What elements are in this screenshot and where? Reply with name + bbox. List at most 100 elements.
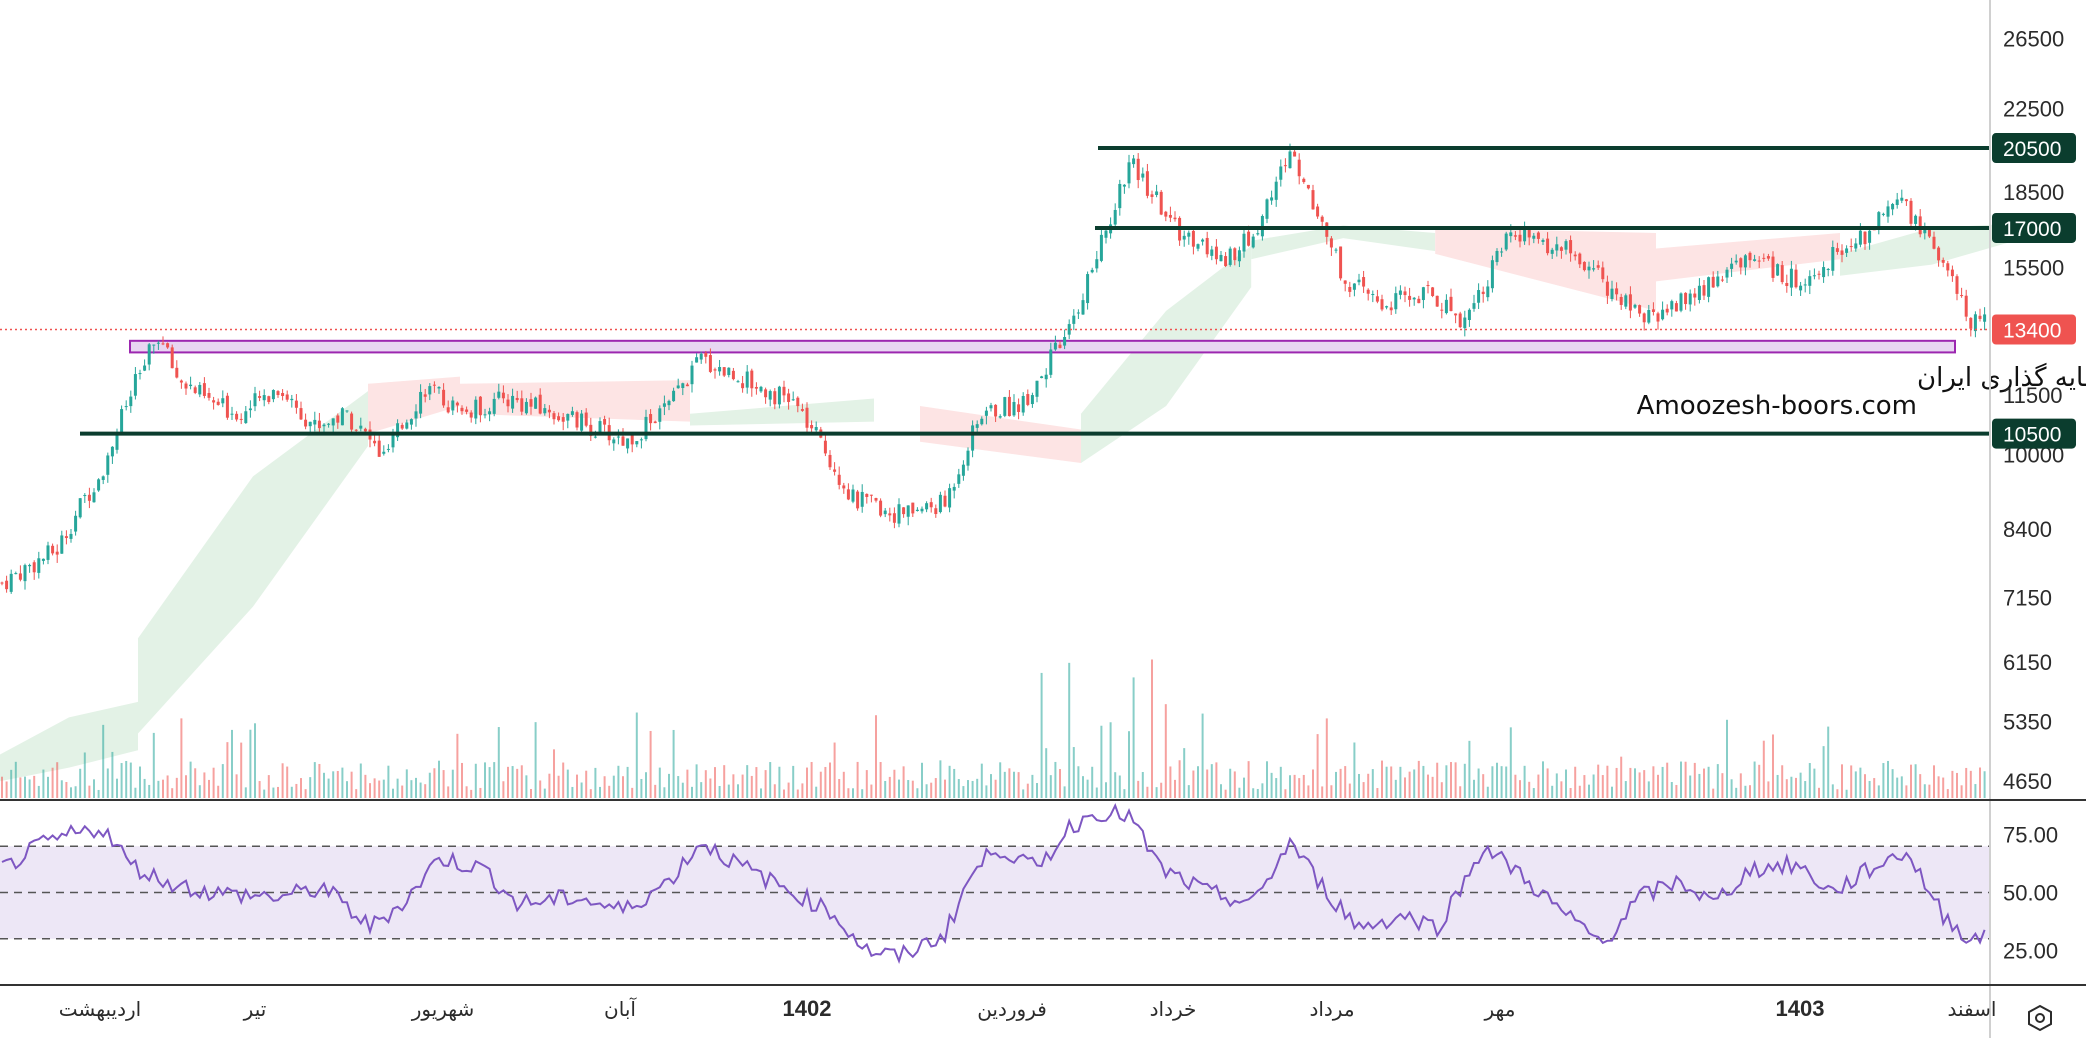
volume-bar [511,766,514,798]
cloud-segment-6 [1081,245,1252,464]
candle-body [74,515,78,532]
candle-body [1063,337,1067,346]
candle-body [764,389,768,398]
candle-body [1739,258,1743,268]
volume-bar [1293,774,1296,798]
candle-body [281,392,285,397]
volume-bar [939,760,942,798]
volume-bar [263,789,266,798]
volume-bar [773,784,776,798]
candle-body [363,428,367,432]
candle-body [87,494,91,501]
volume-bar [760,788,762,798]
volume-bar [249,729,252,798]
volume-bar [1542,761,1544,798]
candle-body [957,474,961,484]
volume-bar [585,770,588,798]
candle-body [731,370,735,380]
candle-body [32,562,36,573]
volume-bar [824,766,827,798]
candle-body [101,476,105,480]
volume-bar [47,776,49,798]
candle-body [106,455,110,475]
candle-body [423,394,427,397]
volume-bar [1003,771,1006,798]
candle-body [179,380,183,383]
volume-bar [309,777,312,798]
candle-body [110,446,114,457]
candle-body [1477,290,1481,303]
candle-body [630,435,634,445]
candle-body [506,399,510,407]
volume-bar [1919,774,1922,798]
candle-body [442,389,446,406]
candle-body [391,434,395,448]
candle-body [1785,282,1789,286]
volume-bar [226,742,229,798]
candle-body [1605,281,1609,296]
candle-body [1831,247,1835,271]
candle-body [23,565,27,582]
candle-body [41,558,45,561]
candle-body [1881,213,1885,215]
volume-bar [948,765,951,798]
volume-bar [829,762,831,798]
candle-body [1256,233,1260,235]
price-tick: 6150 [2003,650,2052,675]
current-price-badge-box [1992,314,2076,345]
candle-body [1771,256,1775,278]
volume-bar [1532,788,1535,798]
volume-bar [1790,776,1793,798]
volume-bar [1983,771,1986,798]
candle-body [1716,276,1720,287]
volume-bar [1091,766,1094,798]
candle-body [1964,295,1968,317]
time-label: مهر [1484,997,1516,1021]
volume-bar [318,763,321,798]
candle-body [1932,236,1936,249]
price-tick: 8400 [2003,517,2052,542]
candle-body [216,401,220,405]
candle-body [1467,309,1471,320]
candle-body [612,439,616,444]
candle-body [409,419,413,425]
volume-bar [438,760,440,798]
volume-bar [534,722,537,798]
volume-bar [967,780,969,798]
volume-bar [1417,760,1420,798]
volume-bar [1804,781,1807,798]
volume-bar [990,774,992,798]
volume-bar [566,769,569,798]
volume-bar [1256,788,1259,798]
volume-bar [1785,779,1788,798]
candle-body [796,397,800,407]
candle-body [271,390,275,400]
volume-bar [852,788,854,798]
volume-bar [1900,776,1903,798]
candle-body [1863,231,1867,245]
candle-body [580,413,584,431]
volume-bar [902,766,905,798]
candle-body [1495,250,1499,263]
candle-body [382,451,386,454]
volume-bar [1376,788,1379,798]
candle-body [1518,234,1522,242]
volume-bar [290,786,293,798]
volume-bar [622,776,624,798]
candle-body [1440,309,1444,311]
hexagon-settings-icon[interactable] [2028,1004,2052,1032]
candle-body [1536,232,1540,239]
candle-body [317,420,321,429]
volume-bar [1910,764,1912,798]
candle-body [1610,288,1614,299]
candle-body [1817,273,1821,275]
time-axis[interactable]: اردیبهشت تیر شهریور آبان 1402 فروردین خرداد مرد… [59,996,1997,1021]
horizontal-levels[interactable] [0,146,1990,436]
candle-body [1762,257,1766,259]
volume-bar [1339,768,1342,798]
volume-bar [1224,789,1227,798]
candle-body [1306,184,1310,189]
time-label: مرداد [1309,997,1354,1021]
